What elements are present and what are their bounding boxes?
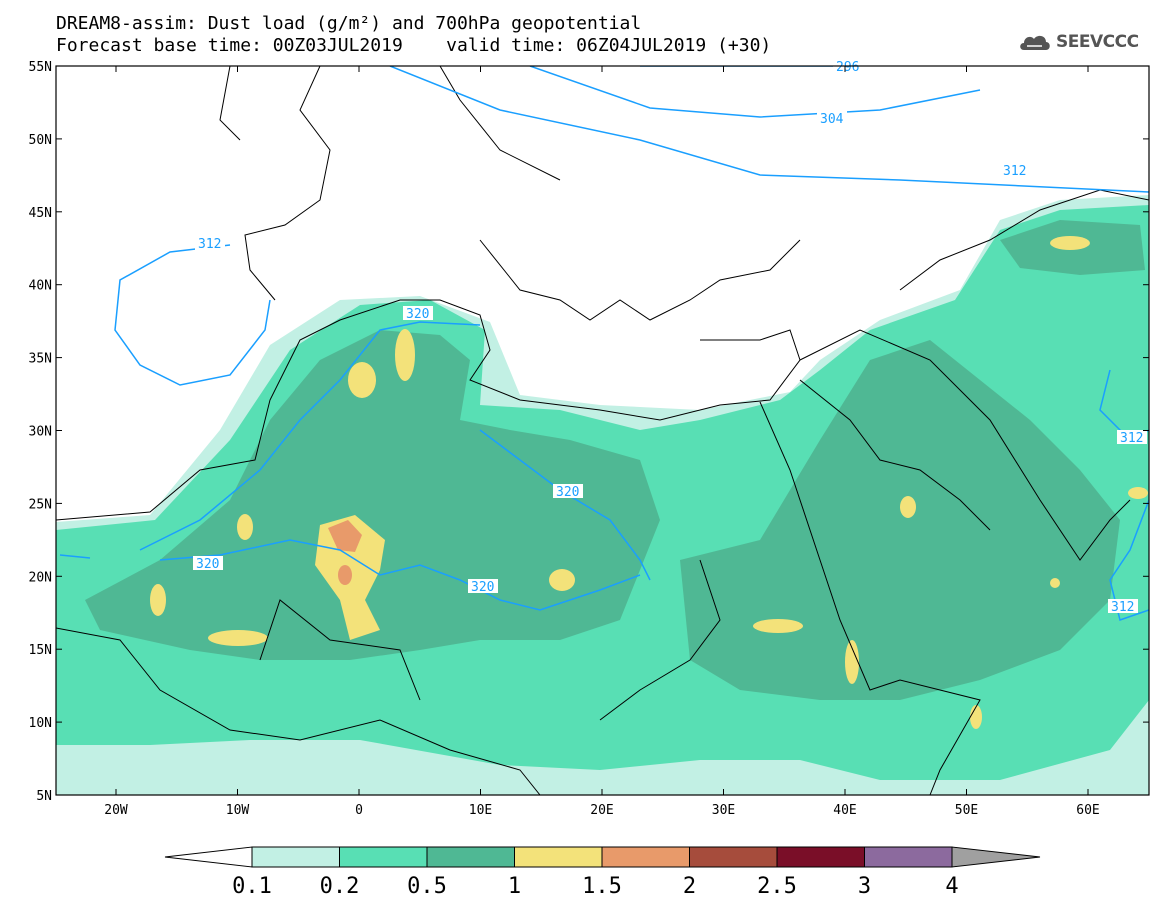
lat-label: 40N <box>29 279 52 294</box>
lon-label: 30E <box>712 803 735 818</box>
lat-label: 20N <box>29 570 52 585</box>
lat-label: 10N <box>29 716 52 731</box>
contour-label: 312 <box>1117 430 1147 446</box>
lat-label: 45N <box>29 206 52 221</box>
colorbar-swatch <box>864 846 953 868</box>
forecast-times: Forecast base time: 00Z03JUL2019 valid t… <box>56 36 771 56</box>
colorbar-swatch <box>251 846 340 868</box>
geopotential-contours <box>59 66 1149 621</box>
seevccc-logo: SEEVCCC <box>1018 30 1139 54</box>
dust-layer-0.5-west <box>85 330 660 660</box>
colorbar-label: 1.5 <box>582 874 622 899</box>
dust-layer-1.5 <box>328 520 362 585</box>
lon-label: 20W <box>104 803 128 818</box>
colorbar-swatch <box>601 846 690 868</box>
contour-label: 304 <box>817 111 847 127</box>
lon-label: 0 <box>355 803 363 818</box>
colorbar-label: 4 <box>945 874 958 899</box>
svg-text:296: 296 <box>836 60 859 75</box>
lat-label: 25N <box>29 497 52 512</box>
colorbar-over-triangle <box>951 846 1041 868</box>
colorbar-label: 2.5 <box>757 874 797 899</box>
lon-label: 10W <box>226 803 250 818</box>
contour-label: 312 <box>1000 163 1030 179</box>
lat-label: 30N <box>29 425 52 440</box>
colorbar-label: 0.1 <box>232 874 272 899</box>
colorbar-label: 1 <box>508 874 521 899</box>
dust-layer-0.5-east <box>680 340 1120 700</box>
map-title: DREAM8-assim: Dust load (g/m²) and 700hP… <box>56 13 642 34</box>
base-time: Forecast base time: 00Z03JUL2019 <box>56 35 403 56</box>
svg-text:304: 304 <box>820 112 844 127</box>
lat-label: 55N <box>29 60 52 75</box>
svg-text:312: 312 <box>1111 600 1134 615</box>
lat-label: 15N <box>29 643 52 658</box>
svg-text:312: 312 <box>198 237 221 252</box>
colorbar-swatch <box>426 846 515 868</box>
lat-label: 35N <box>29 352 52 367</box>
lat-label: 5N <box>36 789 52 804</box>
contour-label: 312 <box>195 236 225 252</box>
colorbar-swatch <box>776 846 865 868</box>
logo-text: SEEVCCC <box>1056 32 1139 52</box>
latitude-axis: 55N 50N 45N 40N 35N 30N 25N 20N 15N 10N 5N <box>29 60 1149 804</box>
colorbar-label: 0.2 <box>320 874 360 899</box>
svg-text:320: 320 <box>556 485 579 500</box>
longitude-axis: 20W 10W 0 10E 20E 30E 40E 50E 60E <box>104 66 1100 818</box>
lon-label: 50E <box>955 803 978 818</box>
colorbar-swatch <box>514 846 603 868</box>
coastlines <box>56 66 1149 795</box>
colorbar: 0.1 0.2 0.5 1 1.5 2 2.5 3 4 <box>164 846 1041 899</box>
svg-text:320: 320 <box>196 557 219 572</box>
colorbar-label: 2 <box>683 874 696 899</box>
contour-label: 320 <box>553 484 583 500</box>
colorbar-label: 3 <box>858 874 871 899</box>
svg-text:312: 312 <box>1003 164 1026 179</box>
contour-label: 320 <box>403 306 433 322</box>
lon-label: 60E <box>1076 803 1099 818</box>
contour-label: 312 <box>1108 599 1138 615</box>
svg-text:320: 320 <box>406 307 429 322</box>
colorbar-swatch <box>339 846 428 868</box>
dust-field <box>56 195 1149 795</box>
svg-text:312: 312 <box>1120 431 1143 446</box>
contour-label: 296 <box>833 60 863 75</box>
cloud-icon <box>1020 35 1050 50</box>
lon-label: 20E <box>590 803 613 818</box>
contour-label: 320 <box>468 579 498 595</box>
valid-time: valid time: 06Z04JUL2019 (+30) <box>446 35 772 56</box>
colorbar-under-triangle <box>164 846 253 868</box>
colorbar-swatch <box>689 846 778 868</box>
svg-text:320: 320 <box>471 580 494 595</box>
lon-label: 10E <box>469 803 492 818</box>
lon-label: 40E <box>833 803 856 818</box>
lat-label: 50N <box>29 133 52 148</box>
colorbar-label: 0.5 <box>407 874 447 899</box>
contour-label: 320 <box>193 556 223 572</box>
